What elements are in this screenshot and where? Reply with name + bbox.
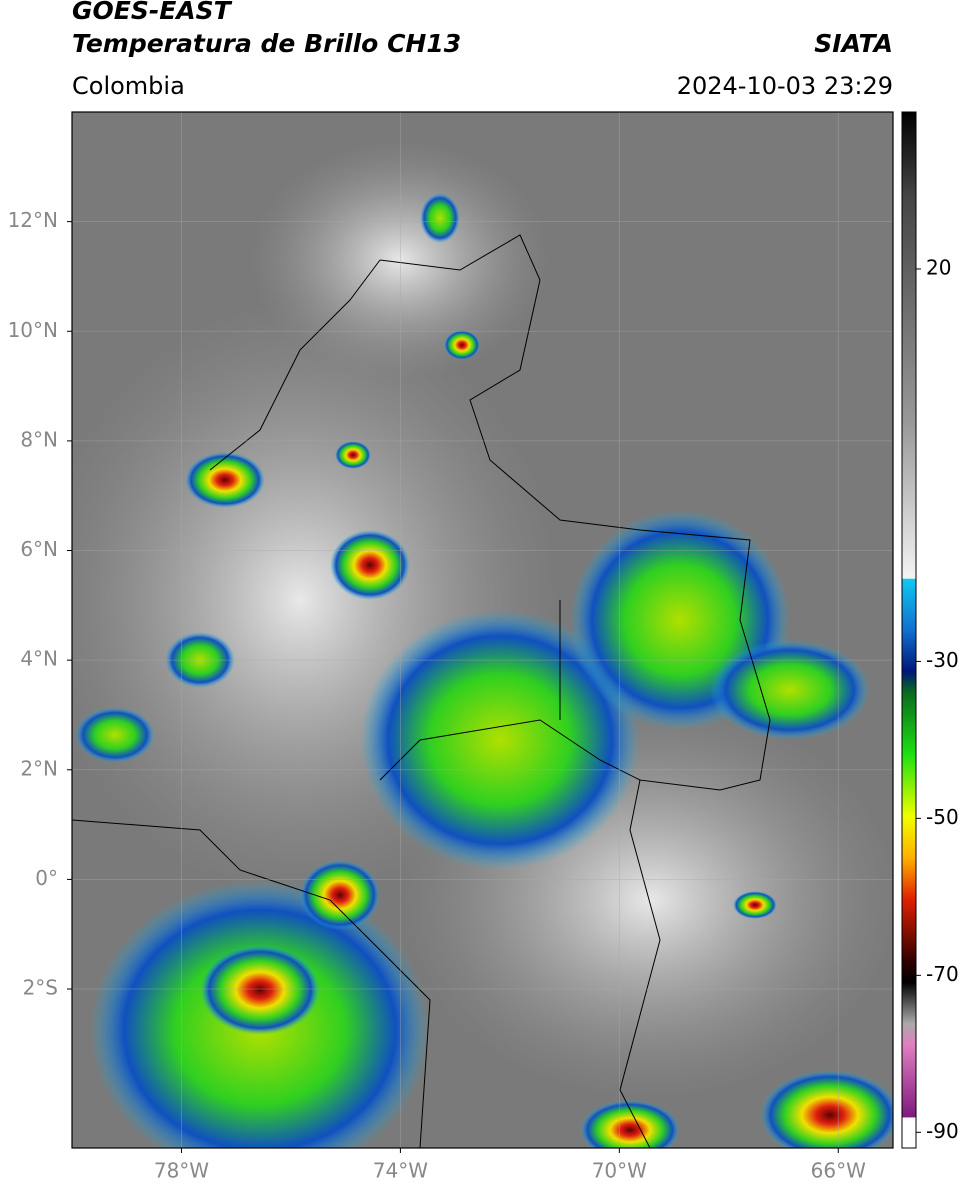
y-tick-label: 4°N: [20, 647, 58, 671]
y-tick-label: 6°N: [20, 537, 58, 561]
x-tick-label: 70°W: [592, 1159, 647, 1183]
colorbar-label: -90: [926, 1119, 959, 1143]
x-tick-label: 74°W: [373, 1159, 428, 1183]
y-tick-label: 0°: [35, 866, 58, 890]
x-tick-label: 66°W: [811, 1159, 866, 1183]
graticule: [72, 112, 893, 1148]
source: SIATA: [814, 29, 893, 58]
y-tick-label: 12°N: [8, 208, 58, 232]
y-tick-label: 2°S: [23, 976, 58, 1000]
colorbar-label: -70: [926, 962, 959, 986]
colorbar-label: -50: [926, 805, 959, 829]
y-tick-label: 8°N: [20, 427, 58, 451]
region: Colombia: [72, 72, 185, 100]
y-tick-label: 10°N: [8, 318, 58, 342]
title: GOES-EAST: [72, 0, 233, 25]
satellite-image: [72, 112, 893, 1148]
colorbar-label: 20: [926, 255, 951, 279]
colorbar-label: -30: [926, 648, 959, 672]
datetime: 2024-10-03 23:29: [677, 72, 893, 100]
colorbar: [901, 111, 917, 1149]
map-frame: [71, 111, 894, 1149]
y-tick-label: 2°N: [20, 756, 58, 780]
subtitle: Temperatura de Brillo CH13: [72, 29, 461, 58]
x-tick-label: 78°W: [154, 1159, 209, 1183]
